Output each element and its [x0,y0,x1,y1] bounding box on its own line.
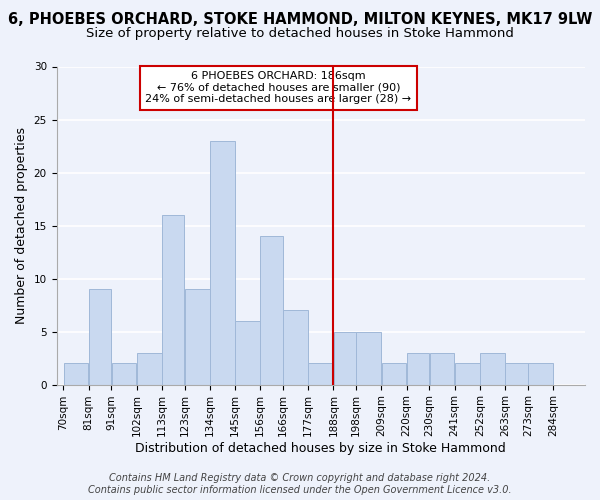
Bar [505,364,527,384]
Text: 6, PHOEBES ORCHARD, STOKE HAMMOND, MILTON KEYNES, MK17 9LW: 6, PHOEBES ORCHARD, STOKE HAMMOND, MILTO… [8,12,592,28]
Bar [210,140,235,384]
Bar [260,236,283,384]
Bar [528,364,553,384]
Bar [430,353,454,384]
Bar [162,215,184,384]
Bar [89,289,111,384]
Bar [356,332,381,384]
Text: 6 PHOEBES ORCHARD: 186sqm
← 76% of detached houses are smaller (90)
24% of semi-: 6 PHOEBES ORCHARD: 186sqm ← 76% of detac… [145,72,412,104]
Y-axis label: Number of detached properties: Number of detached properties [15,127,28,324]
Bar [185,289,209,384]
Bar [455,364,479,384]
Bar [283,310,308,384]
Bar [308,364,333,384]
Bar [137,353,161,384]
X-axis label: Distribution of detached houses by size in Stoke Hammond: Distribution of detached houses by size … [136,442,506,455]
Text: Size of property relative to detached houses in Stoke Hammond: Size of property relative to detached ho… [86,28,514,40]
Bar [334,332,356,384]
Bar [480,353,505,384]
Bar [112,364,136,384]
Bar [235,321,260,384]
Text: Contains HM Land Registry data © Crown copyright and database right 2024.
Contai: Contains HM Land Registry data © Crown c… [88,474,512,495]
Bar [382,364,406,384]
Bar [64,364,88,384]
Bar [407,353,429,384]
